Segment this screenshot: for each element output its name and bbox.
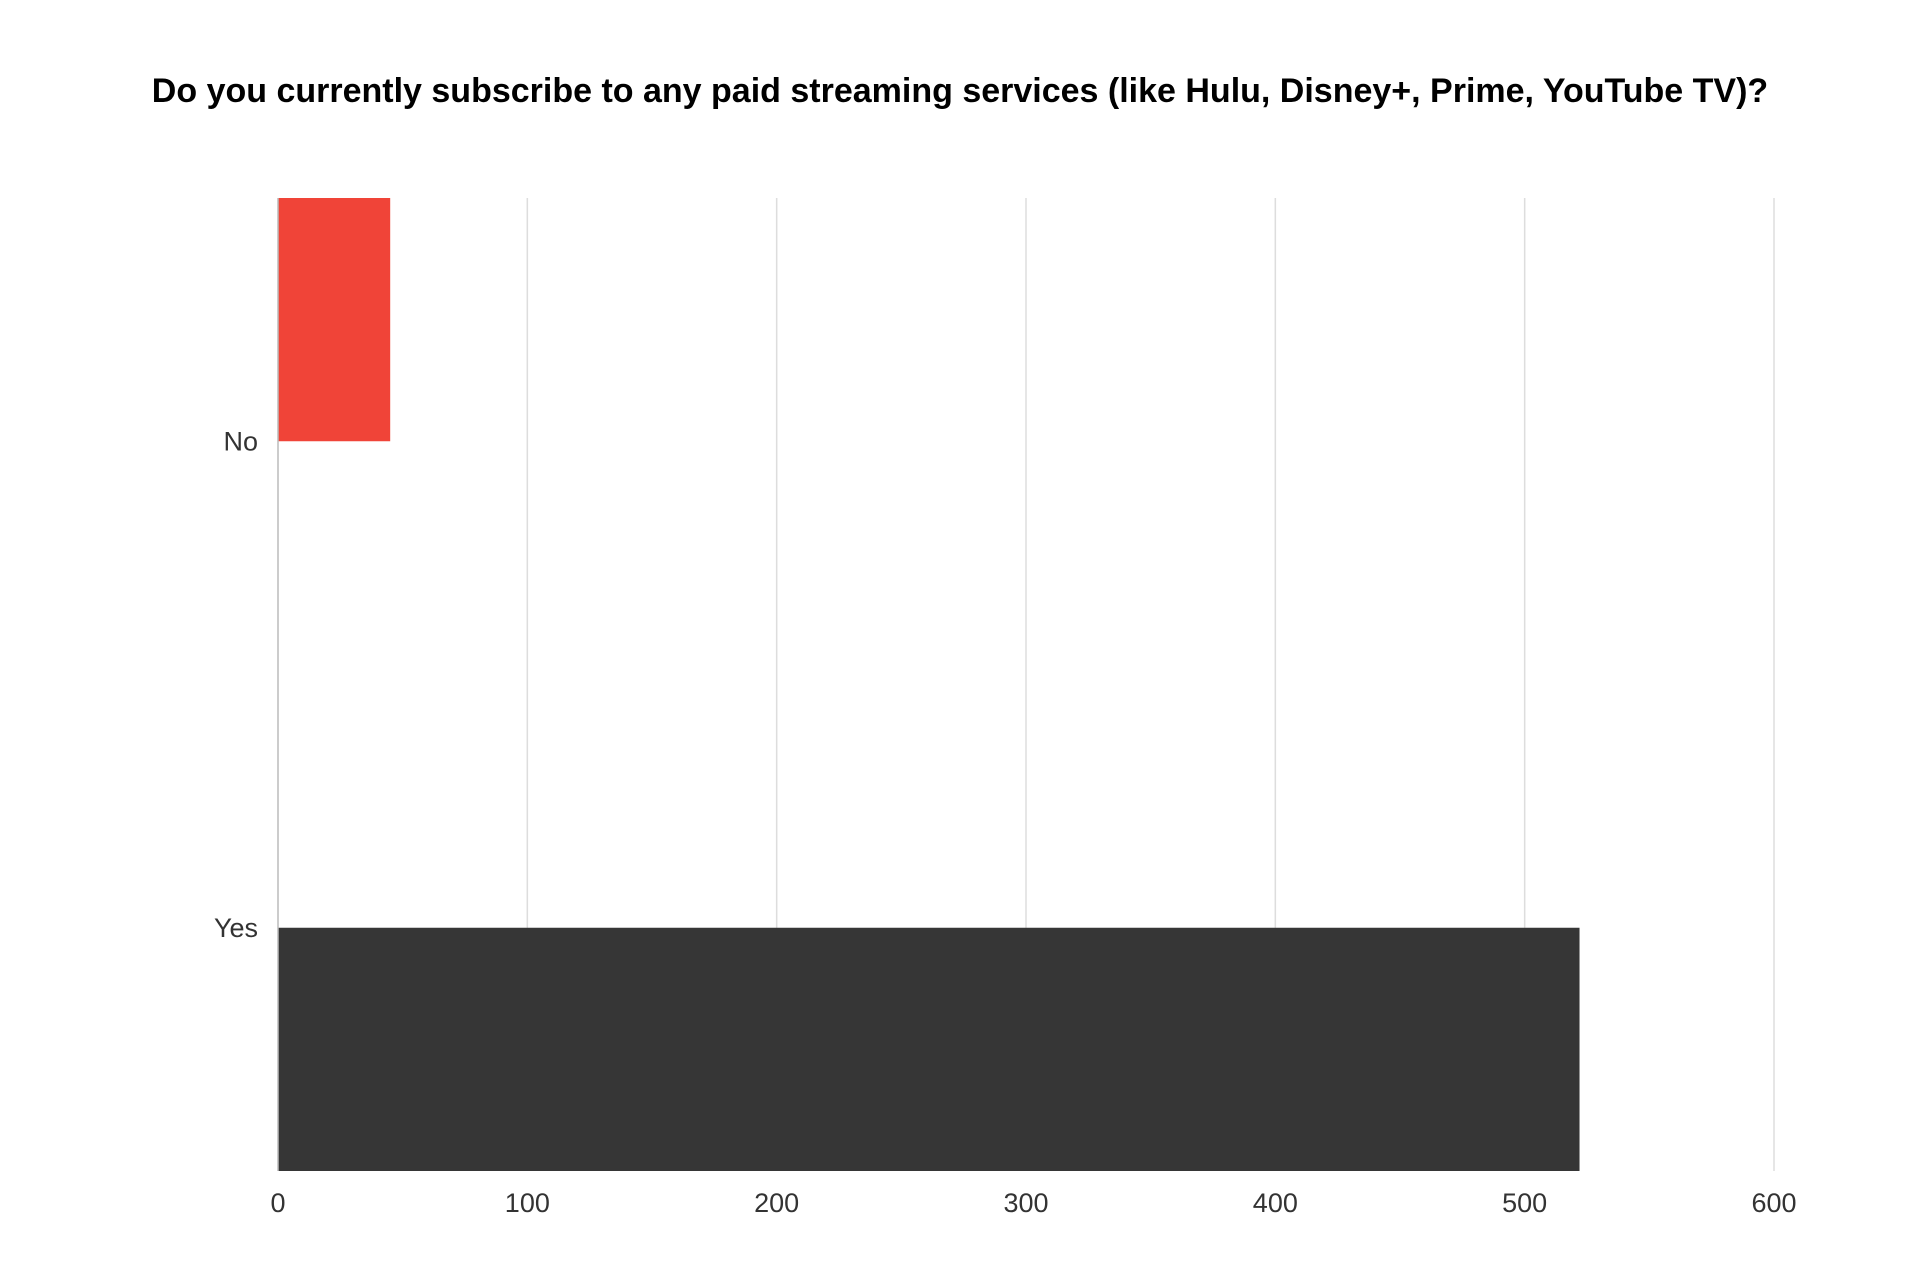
category-label-yes: Yes bbox=[214, 913, 258, 943]
x-tick-label-0: 0 bbox=[270, 1188, 285, 1218]
x-tick-labels: 0 100 200 300 400 500 600 bbox=[270, 1188, 1796, 1218]
chart-title: Do you currently subscribe to any paid s… bbox=[151, 72, 1769, 110]
bar-no bbox=[278, 198, 391, 442]
category-label-no: No bbox=[223, 426, 258, 456]
x-tick-label-300: 300 bbox=[1003, 1188, 1048, 1218]
x-tick-label-200: 200 bbox=[754, 1188, 799, 1218]
x-tick-label-100: 100 bbox=[505, 1188, 550, 1218]
bars bbox=[278, 198, 1580, 1171]
gridlines bbox=[526, 198, 1775, 1171]
x-tick-label-400: 400 bbox=[1253, 1188, 1298, 1218]
x-tick-label-500: 500 bbox=[1502, 1188, 1547, 1218]
x-tick-label-600: 600 bbox=[1751, 1188, 1796, 1218]
bar-yes bbox=[278, 927, 1580, 1171]
category-labels: No Yes bbox=[214, 426, 258, 943]
